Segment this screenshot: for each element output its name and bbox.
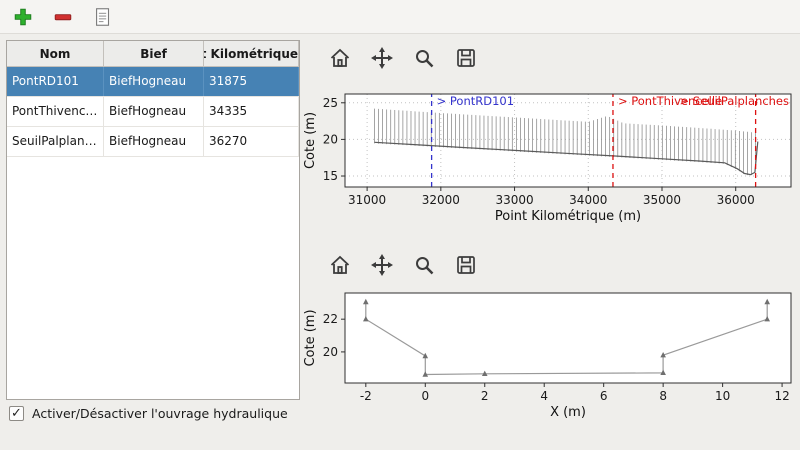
svg-text:6: 6	[600, 389, 608, 403]
edit-icon	[96, 7, 110, 26]
svg-text:2: 2	[481, 389, 489, 403]
activate-structure-checkbox-row[interactable]: ✓ Activer/Désactiver l'ouvrage hydrauliq…	[9, 406, 288, 421]
cross-section-plot-toolbar	[303, 243, 800, 287]
table-row[interactable]: SeuilPalplanches BiefHogneau 36270	[7, 127, 299, 157]
svg-text:Point Kilométrique (m): Point Kilométrique (m)	[495, 209, 641, 224]
svg-text:X (m): X (m)	[550, 405, 586, 420]
svg-text:> SeuilPalplanches: > SeuilPalplanches	[679, 94, 789, 108]
svg-text:20: 20	[323, 132, 338, 146]
profile-plot-canvas[interactable]: > PontRD101 > PontThivencelle> SeuilPalpl…	[303, 80, 800, 243]
svg-text:25: 25	[323, 96, 338, 110]
cell-bief: BiefHogneau	[104, 67, 204, 96]
save-icon	[457, 49, 475, 67]
svg-text:Cote (m): Cote (m)	[303, 112, 318, 169]
column-header-nom[interactable]: Nom	[7, 41, 104, 66]
svg-text:Cote (m): Cote (m)	[303, 309, 318, 366]
svg-text:31000: 31000	[348, 193, 386, 207]
cell-pk: 36270	[204, 127, 299, 156]
structures-table: Nom Bief Point Kilométrique PontRD101 Bi…	[6, 40, 300, 400]
cross-section-plot-canvas[interactable]: -2 0 2 4 6 8 10 12 20 22 X (m) Cote (m)	[303, 287, 800, 435]
cell-pk: 31875	[204, 67, 299, 96]
svg-text:15: 15	[323, 169, 338, 183]
checkbox-mark: ✓	[11, 406, 22, 421]
add-icon	[14, 8, 32, 25]
pan-icon	[371, 47, 393, 69]
svg-text:20: 20	[323, 345, 338, 359]
svg-text:> PontRD101: > PontRD101	[437, 94, 514, 108]
save-button[interactable]	[453, 252, 479, 278]
svg-text:> PontThivencelle: > PontThivencelle	[618, 94, 722, 108]
svg-text:22: 22	[323, 312, 338, 326]
cell-nom: PontThivencelle	[7, 97, 104, 126]
cell-pk: 34335	[204, 97, 299, 126]
svg-text:12: 12	[774, 389, 789, 403]
svg-text:8: 8	[659, 389, 667, 403]
edit-button[interactable]	[90, 4, 116, 30]
table-body: PontRD101 BiefHogneau 31875 PontThivence…	[7, 67, 299, 157]
cross-section-figure: -2 0 2 4 6 8 10 12 20 22 X (m) Cote (m)	[303, 243, 800, 435]
zoom-button[interactable]	[411, 45, 437, 71]
home-icon	[330, 255, 350, 274]
remove-icon	[54, 13, 72, 20]
column-header-pk[interactable]: Point Kilométrique	[204, 41, 299, 66]
column-header-bief[interactable]: Bief	[104, 41, 204, 66]
table-row[interactable]: PontThivencelle BiefHogneau 34335	[7, 97, 299, 127]
checkbox[interactable]: ✓	[9, 406, 24, 421]
svg-text:32000: 32000	[422, 193, 460, 207]
pan-button[interactable]	[369, 252, 395, 278]
pan-icon	[371, 254, 393, 276]
svg-text:33000: 33000	[495, 193, 533, 207]
remove-button[interactable]	[50, 4, 76, 30]
home-button[interactable]	[327, 252, 353, 278]
svg-text:35000: 35000	[643, 193, 681, 207]
svg-text:36000: 36000	[717, 193, 755, 207]
svg-text:4: 4	[540, 389, 548, 403]
save-icon	[457, 256, 475, 274]
profile-plot-toolbar	[303, 36, 800, 80]
home-icon	[330, 48, 350, 67]
checkbox-label: Activer/Désactiver l'ouvrage hydraulique	[32, 406, 288, 421]
table-header: Nom Bief Point Kilométrique	[7, 41, 299, 67]
table-row[interactable]: PontRD101 BiefHogneau 31875	[7, 67, 299, 97]
cell-nom: SeuilPalplanches	[7, 127, 104, 156]
cell-nom: PontRD101	[7, 67, 104, 96]
profile-figure: > PontRD101 > PontThivencelle > SeuilPalpl…	[303, 36, 800, 243]
svg-text:34000: 34000	[569, 193, 607, 207]
zoom-button[interactable]	[411, 252, 437, 278]
pan-button[interactable]	[369, 45, 395, 71]
cell-bief: BiefHogneau	[104, 127, 204, 156]
home-button[interactable]	[327, 45, 353, 71]
add-button[interactable]	[10, 4, 36, 30]
svg-text:0: 0	[421, 389, 429, 403]
cell-bief: BiefHogneau	[104, 97, 204, 126]
save-button[interactable]	[453, 45, 479, 71]
zoom-icon	[416, 50, 434, 68]
svg-text:10: 10	[715, 389, 730, 403]
zoom-icon	[416, 257, 434, 275]
svg-text:-2: -2	[360, 389, 372, 403]
main-toolbar	[0, 0, 800, 34]
